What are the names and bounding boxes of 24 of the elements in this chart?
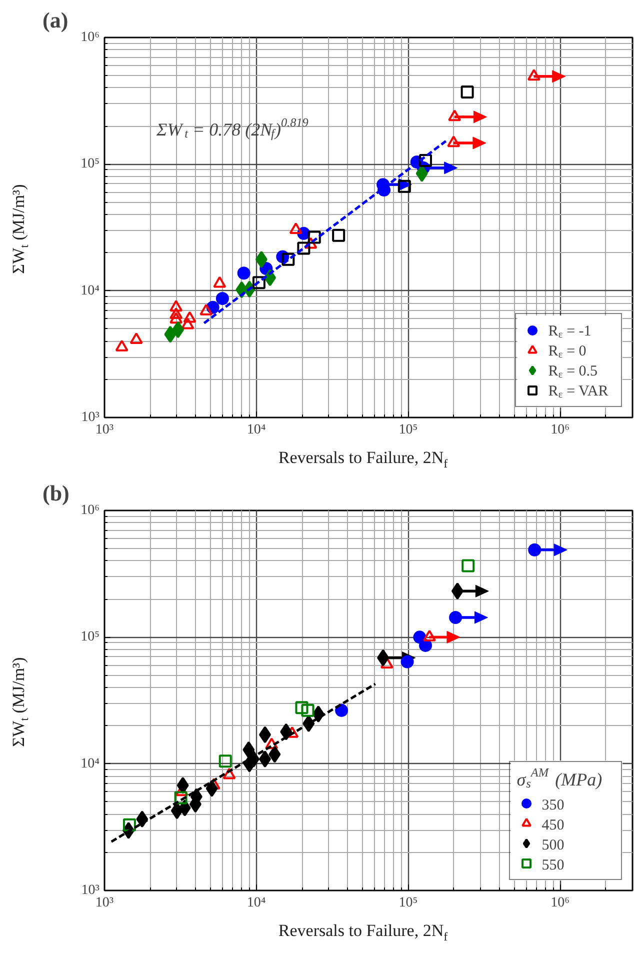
y-tick-label: 10⁴ [80, 756, 100, 772]
y-tick-label: 10⁶ [80, 503, 100, 518]
y-tick-label: 10⁴ [80, 283, 100, 298]
x-tick-label: 10³ [95, 896, 114, 910]
legend-label: 550 [542, 858, 564, 874]
x-tick-label: 10⁴ [246, 896, 266, 910]
x-tick-label: 10⁶ [550, 422, 570, 438]
legend-label: 350 [542, 798, 564, 814]
x-tick-label: 10⁵ [398, 422, 418, 438]
y-tick-label: 10⁶ [80, 30, 100, 45]
x-axis-title: Reversals to Failure, 2N$_{f}$ [278, 920, 448, 946]
y-tick-label: 10⁵ [80, 630, 100, 645]
legend-label: 450 [542, 818, 564, 834]
x-tick-label: 10⁴ [246, 422, 266, 438]
legend-label: 500 [542, 838, 564, 854]
x-tick-label: 10³ [95, 422, 114, 438]
y-tick-label: 10³ [81, 883, 100, 898]
chart-title: (b) [42, 480, 70, 506]
x-tick-label: 10⁶ [550, 896, 570, 910]
chart-title: (a) [42, 8, 68, 32]
x-tick-label: 10⁵ [398, 896, 418, 910]
x-axis-title: Reversals to Failure, 2N$_{f}$ [278, 447, 448, 472]
y-tick-label: 10³ [81, 410, 100, 425]
y-tick-label: 10⁵ [80, 156, 100, 172]
